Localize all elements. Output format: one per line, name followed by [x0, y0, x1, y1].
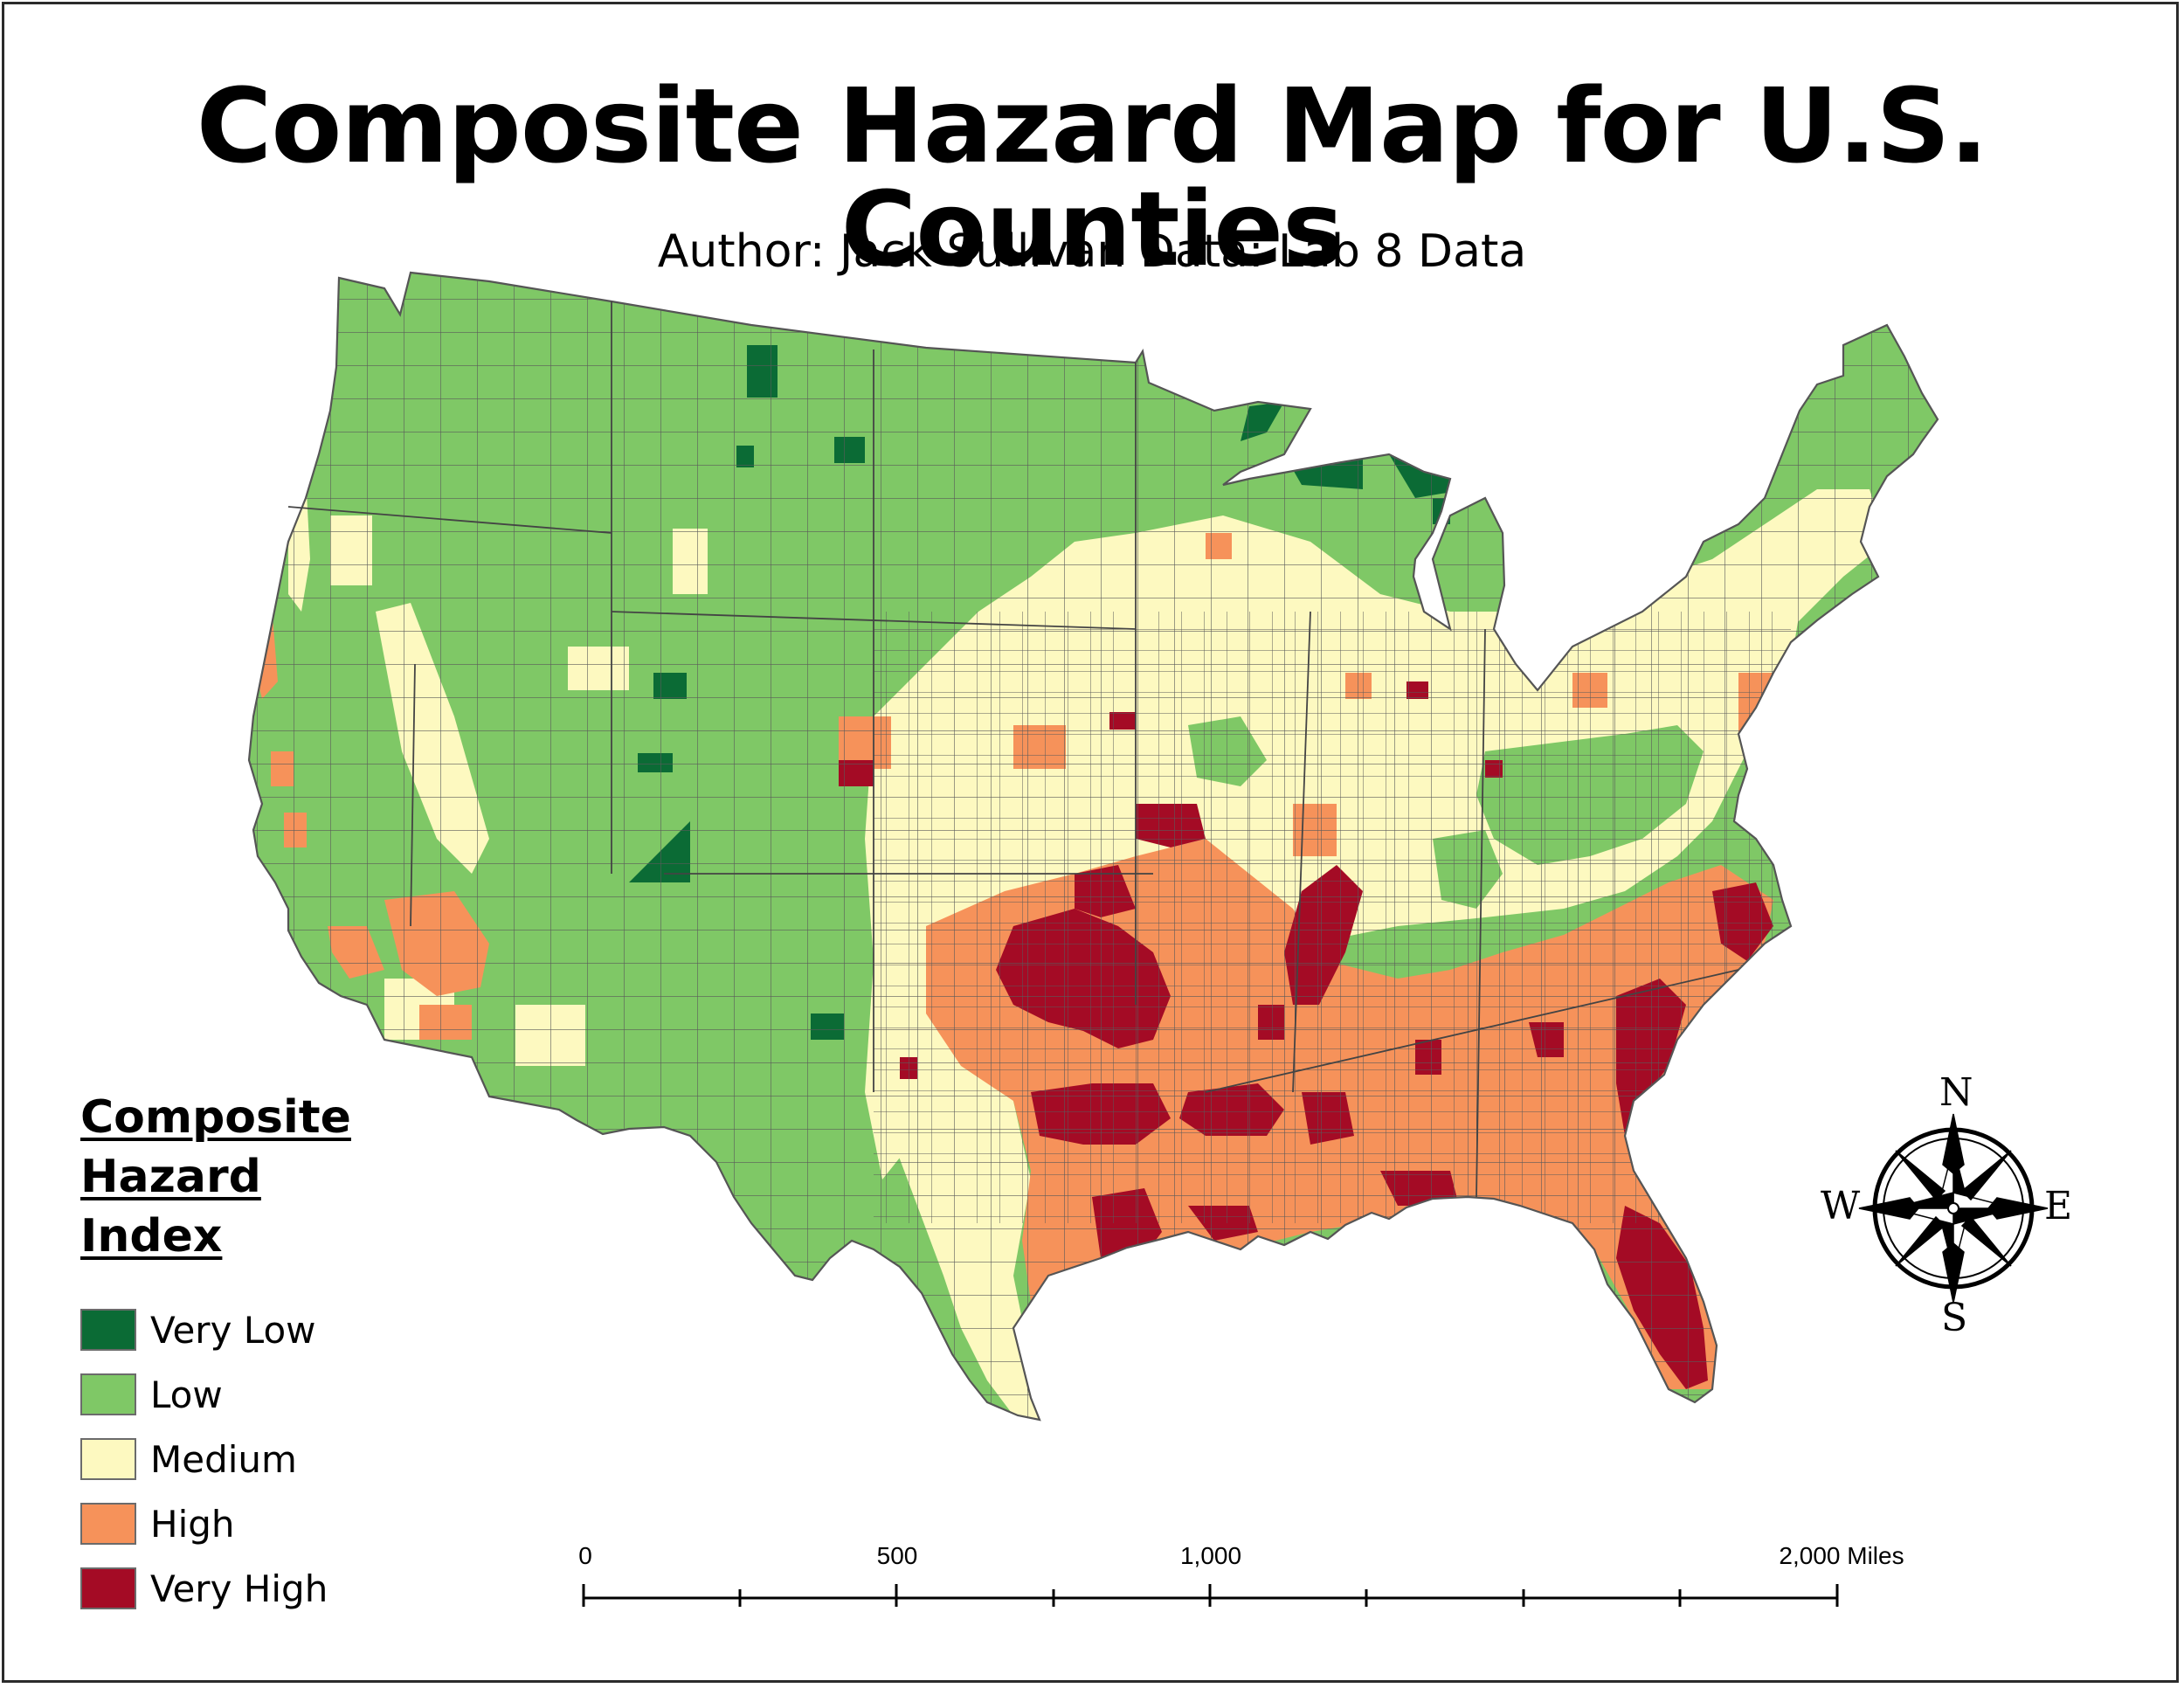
legend-title: Composite Hazard Index: [80, 1088, 447, 1266]
legend-item-low: Low: [80, 1362, 447, 1427]
legend-label-low: Low: [150, 1373, 223, 1416]
legend-label-very-low: Very Low: [150, 1308, 316, 1352]
legend-title-line-2: Hazard: [80, 1151, 261, 1203]
legend-swatch-medium: [80, 1438, 136, 1480]
legend-title-line-1: Composite: [80, 1091, 351, 1144]
legend-title-line-3: Index: [80, 1210, 223, 1263]
legend-swatch-low: [80, 1373, 136, 1415]
legend-item-medium: Medium: [80, 1427, 447, 1491]
map-subtitle: Author: Jack Sullivan Data: Lab 8 Data: [657, 225, 1527, 278]
legend-swatch-very-low: [80, 1309, 136, 1351]
legend-item-very-low: Very Low: [80, 1297, 447, 1362]
compass-e: E: [2044, 1184, 2073, 1228]
compass-w: W: [1821, 1184, 1861, 1228]
legend-item-very-high: Very High: [80, 1556, 447, 1621]
legend-items: Very Low Low Medium High Very High: [80, 1297, 447, 1621]
map-title: Composite Hazard Map for U.S. Counties: [196, 66, 1989, 289]
scale-label-500: 500: [876, 1542, 918, 1569]
scale-label-0: 0: [578, 1542, 592, 1569]
legend-swatch-high: [80, 1503, 136, 1545]
legend: Composite Hazard Index Very Low Low Medi…: [80, 1088, 447, 1621]
scale-label-2000-miles: 2,000 Miles: [1779, 1542, 1904, 1569]
scale-label-1000: 1,000: [1179, 1542, 1242, 1569]
legend-label-very-high: Very High: [150, 1567, 328, 1610]
compass-s: S: [1941, 1296, 1968, 1340]
compass-n: N: [1939, 1070, 1973, 1115]
legend-swatch-very-high: [80, 1567, 136, 1609]
compass-rose-icon: [1858, 1113, 2049, 1304]
legend-label-medium: Medium: [150, 1437, 297, 1481]
legend-item-high: High: [80, 1491, 447, 1556]
legend-label-high: High: [150, 1502, 235, 1546]
scale-bar-graphic: [582, 1584, 1839, 1607]
